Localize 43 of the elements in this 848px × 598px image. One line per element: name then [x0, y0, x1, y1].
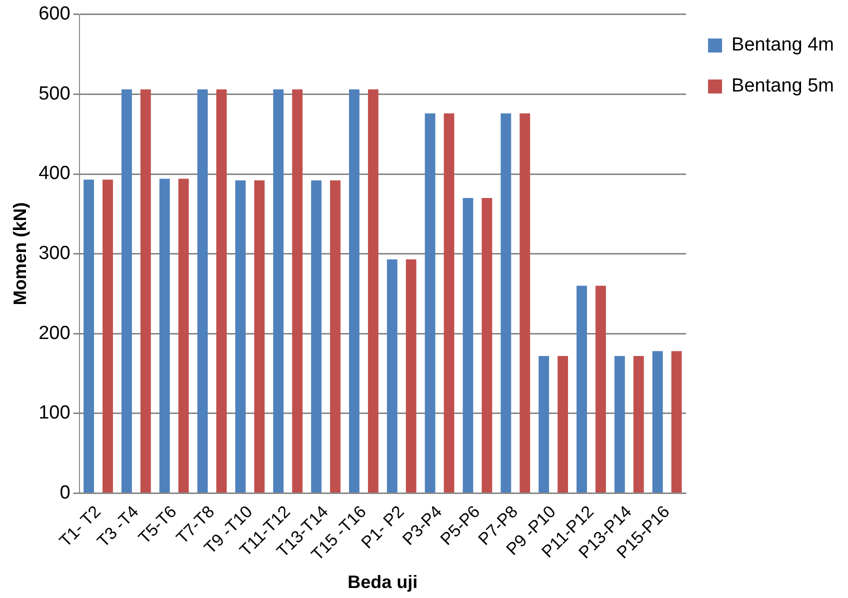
- bar: [482, 198, 492, 492]
- bar: [386, 259, 398, 492]
- bar: [671, 351, 682, 492]
- bar: [633, 356, 644, 492]
- bar: [349, 89, 360, 492]
- bar: [140, 89, 151, 492]
- bar: [178, 178, 189, 492]
- bar: [292, 89, 303, 492]
- y-tick-label: 0: [60, 482, 70, 504]
- bar: [159, 178, 170, 492]
- bar: [254, 180, 265, 492]
- bar: [614, 356, 625, 492]
- bar: [84, 180, 94, 492]
- y-tick-label: 300: [38, 243, 70, 264]
- bar: [500, 113, 512, 492]
- bar: [596, 286, 606, 492]
- y-axis-title: Momen (kN): [10, 202, 30, 306]
- bar: [102, 180, 113, 492]
- legend-label: Bentang 4m: [732, 34, 834, 56]
- bar: [273, 89, 284, 492]
- bar: [558, 356, 568, 492]
- bar: [444, 113, 454, 492]
- bar: [462, 198, 474, 492]
- bar: [652, 351, 663, 492]
- bar: [576, 286, 587, 492]
- y-tick-label: 400: [38, 163, 70, 184]
- y-tick-label: 500: [38, 83, 70, 104]
- bar: [311, 180, 322, 492]
- bar: [406, 259, 416, 492]
- bar: [538, 356, 550, 492]
- bar: [330, 180, 340, 492]
- bar: [520, 113, 530, 492]
- y-tick-label: 600: [38, 4, 70, 25]
- x-axis-title: Beda uji: [348, 572, 418, 592]
- bar: [235, 180, 246, 492]
- y-tick-label: 200: [38, 322, 70, 344]
- bar: [216, 89, 227, 492]
- bar: [368, 89, 378, 492]
- legend-label: Bentang 5m: [732, 76, 834, 97]
- bar: [424, 113, 436, 492]
- bar: [121, 89, 132, 492]
- bar: [197, 89, 208, 492]
- y-tick-label: 100: [38, 402, 70, 424]
